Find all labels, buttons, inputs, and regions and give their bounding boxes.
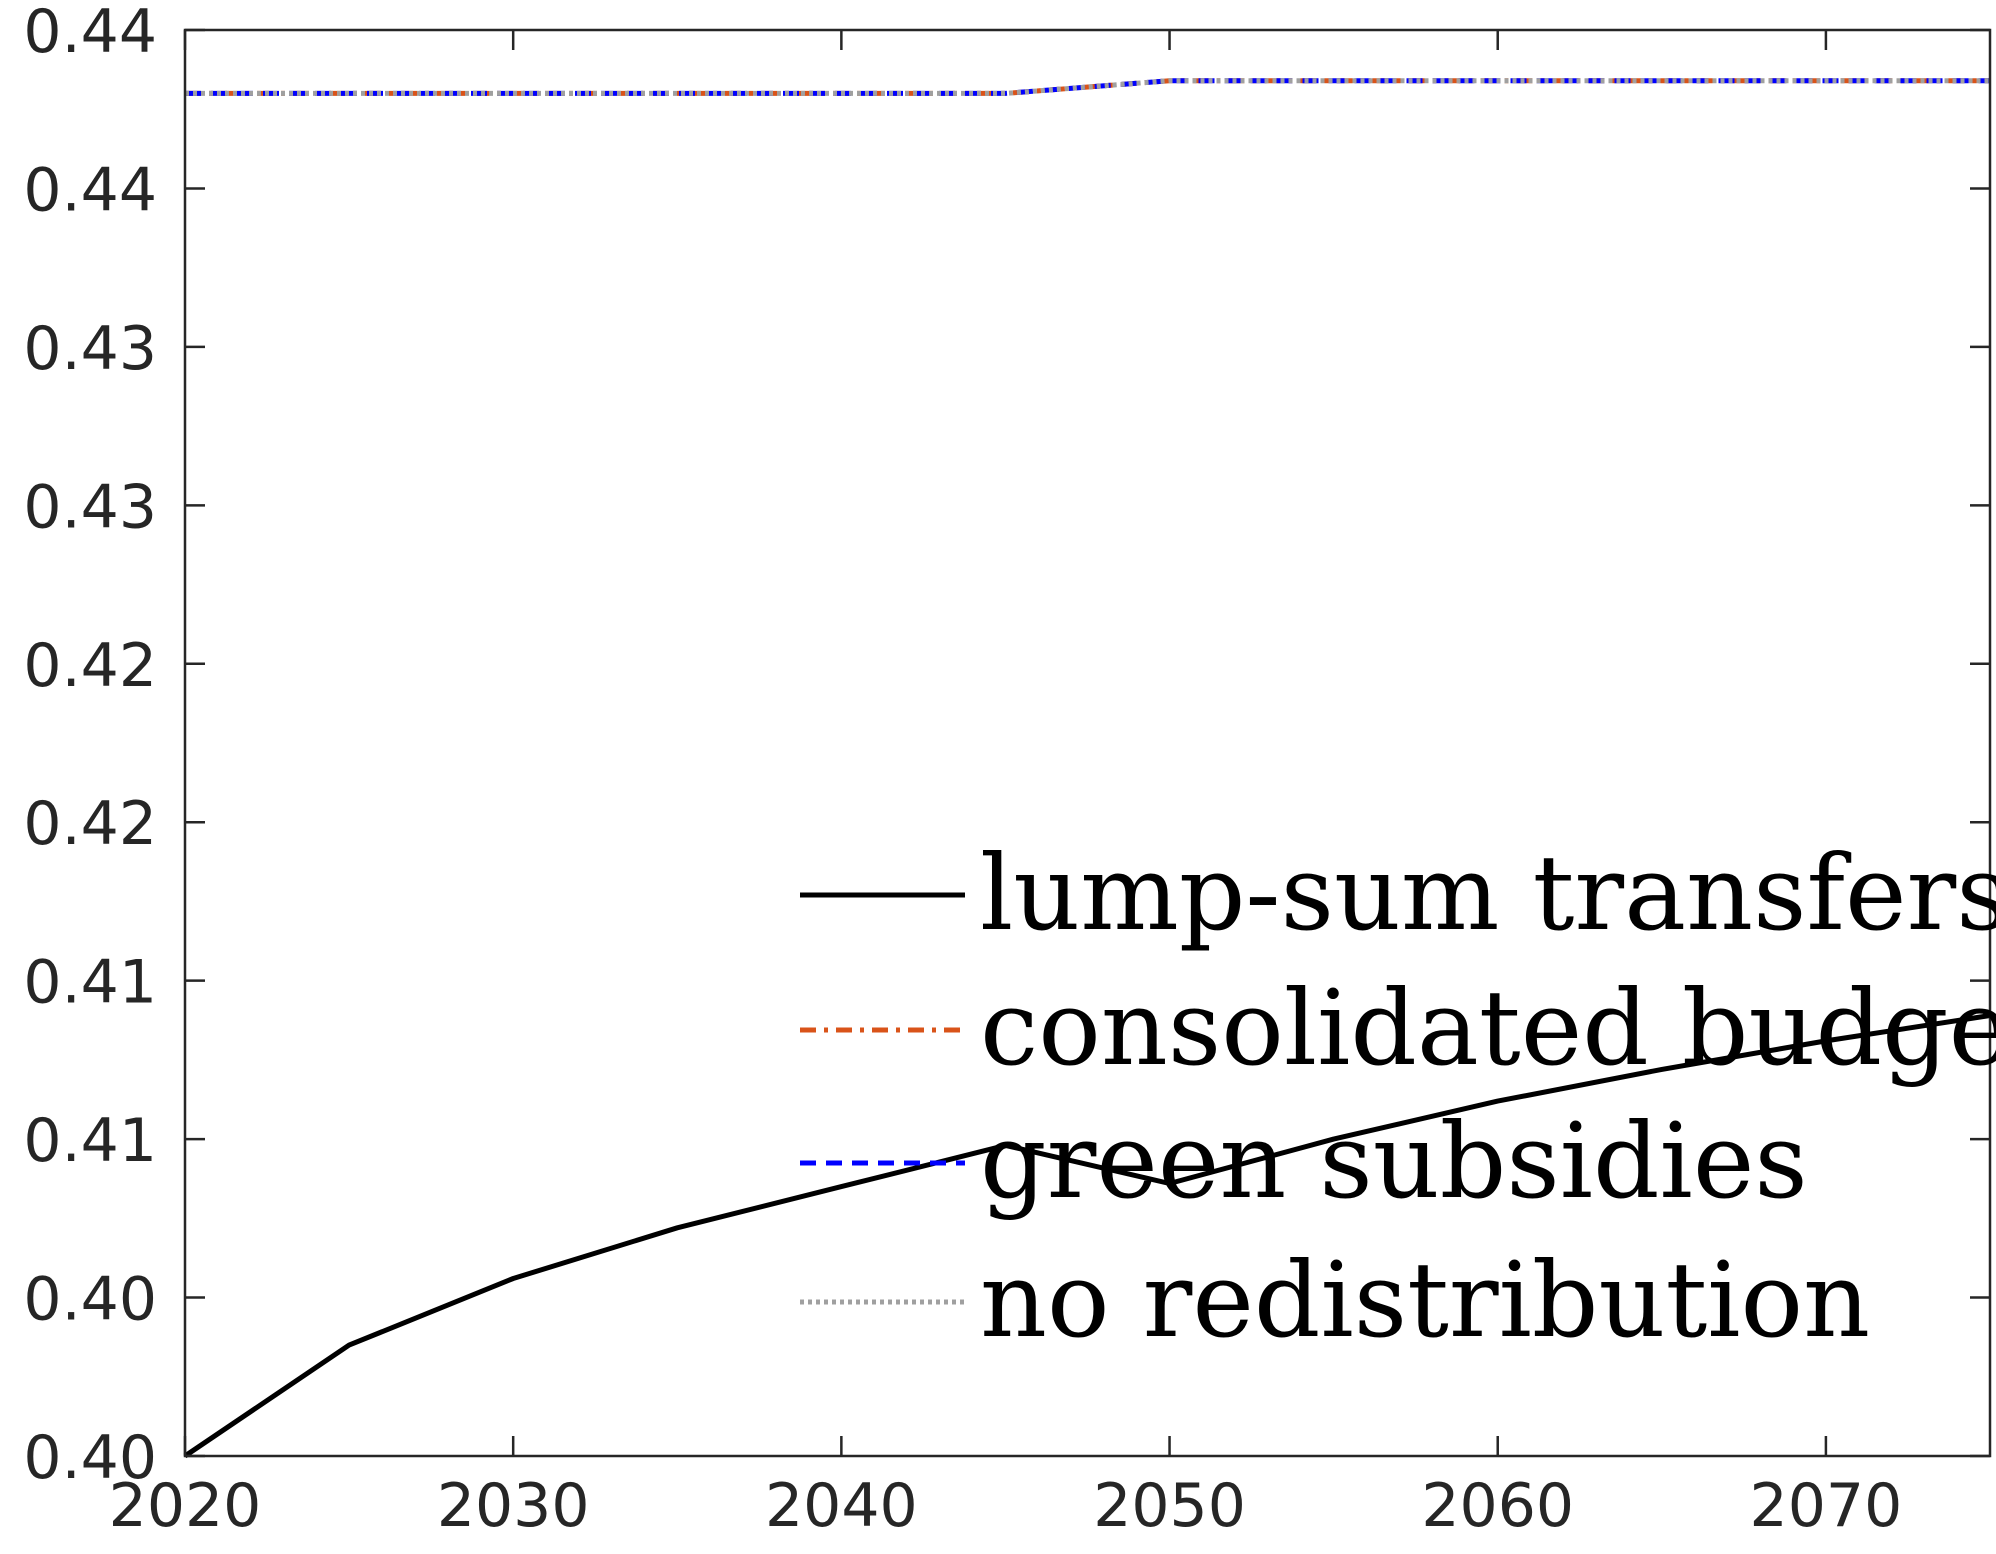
y-tick-label: 0.41: [23, 948, 157, 1018]
series-line-green-subsidies: [185, 78, 1990, 96]
series-line-no-redistribution: [185, 78, 1990, 96]
legend-label: green subsidies: [980, 1100, 1808, 1222]
legend-label: consolidated budget: [980, 967, 1996, 1089]
x-tick-label: 2050: [1093, 1471, 1246, 1541]
plot-background: [185, 30, 1990, 1456]
legend-label: lump-sum transfers: [980, 832, 1996, 954]
y-tick-label: 0.43: [23, 472, 157, 542]
y-tick-label: 0.44: [23, 155, 157, 225]
y-tick-label: 0.40: [23, 1423, 157, 1493]
x-tick-label: 2070: [1750, 1471, 1903, 1541]
y-tick-label: 0.41: [23, 1106, 157, 1176]
x-tick-label: 2020: [109, 1471, 262, 1541]
axes-box: [183, 28, 1992, 1458]
axes: 2020 2030 2040 2050 2060 2070 0.40 0.40 0.41 0.41…: [23, 0, 1992, 1541]
y-tick-label: 0.43: [23, 314, 157, 384]
x-tick-label: 2030: [437, 1471, 590, 1541]
series-line-lump-sum-transfers: [183, 1013, 1991, 1459]
legend: lump-sum transfers consolidated budgetgre…: [800, 832, 1996, 1361]
series-layer: [183, 78, 1991, 1459]
plot-area: [185, 30, 1990, 1456]
x-tick-label: 2040: [765, 1471, 918, 1541]
y-tick-label: 0.42: [23, 789, 157, 859]
x-tick-label: 2060: [1421, 1471, 1574, 1541]
y-tick-label: 0.40: [23, 1265, 157, 1335]
y-tick-label: 0.42: [23, 631, 157, 701]
legend-label: no redistribution: [980, 1239, 1870, 1361]
y-tick-label: 0.44: [23, 0, 157, 67]
